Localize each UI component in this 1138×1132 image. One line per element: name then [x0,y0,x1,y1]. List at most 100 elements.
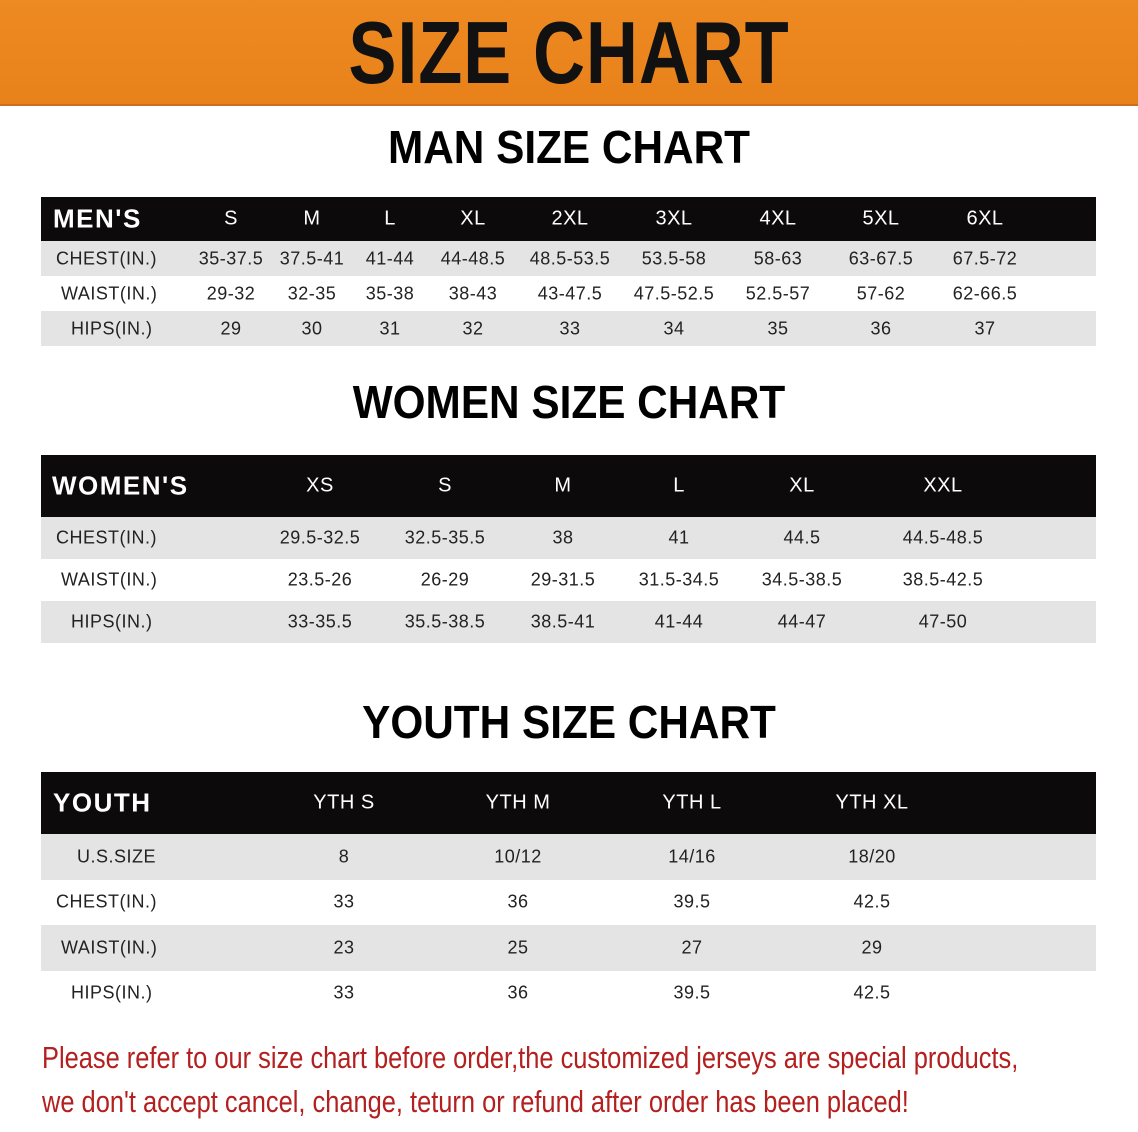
youth-size-table: YOUTH YTH S YTH M YTH L YTH XL U.S.SIZE 8 10/12… [41,772,1096,1016]
size-value: 35-37.5 [198,248,264,268]
size-header: XL [460,207,486,230]
measurement-label: CHEST(IN.) [56,248,157,268]
size-header: XL [789,474,815,497]
measurement-label: CHEST(IN.) [56,891,157,912]
size-value: 48.5-53.5 [529,248,611,268]
size-header: YTH XL [835,791,909,814]
measurement-label: WAIST(IN.) [61,283,158,303]
size-value: 31 [379,318,401,338]
size-value: 38 [552,527,574,548]
size-header: M [554,474,572,497]
table-row: CHEST(IN.) 29.5-32.5 32.5-35.5 38 41 44.5 44.5… [41,517,1096,559]
size-value: 31.5-34.5 [638,569,720,590]
measurement-label: WAIST(IN.) [61,937,158,958]
size-value: 47.5-52.5 [633,283,715,303]
size-value: 58-63 [753,248,803,268]
order-notice-line-1: Please refer to our size chart before or… [42,1040,1019,1075]
size-value: 29 [220,318,242,338]
banner: SIZE CHART [0,0,1138,106]
men-header-label: MEN'S [53,203,142,234]
size-value: 14/16 [668,846,716,867]
size-value: 63-67.5 [848,248,914,268]
size-value: 33 [559,318,581,338]
banner-title: SIZE CHART [348,3,790,102]
size-value: 41 [668,527,690,548]
size-header: L [673,474,685,497]
size-value: 29-32 [206,283,256,303]
table-row: HIPS(IN.) 33 36 39.5 42.5 [41,970,1096,1016]
size-value: 67.5-72 [952,248,1018,268]
size-header: L [384,207,396,230]
size-value: 33 [333,891,355,912]
measurement-label: HIPS(IN.) [71,318,153,338]
size-value: 39.5 [673,982,711,1003]
size-value: 38.5-42.5 [902,569,984,590]
size-value: 43-47.5 [537,283,603,303]
size-value: 53.5-58 [641,248,707,268]
size-value: 44.5 [783,527,821,548]
youth-section-title: YOUTH SIZE CHART [362,696,776,748]
youth-header-label: YOUTH [53,787,152,818]
size-value: 44.5-48.5 [902,527,984,548]
women-header-label: WOMEN'S [52,470,189,501]
size-header: S [224,207,238,230]
size-value: 34 [663,318,685,338]
size-value: 32 [462,318,484,338]
size-value: 38-43 [448,283,498,303]
size-value: 35 [767,318,789,338]
size-header: 5XL [862,207,900,230]
size-value: 29-31.5 [530,569,596,590]
size-value: 44-47 [777,611,827,632]
order-notice: Please refer to our size chart before or… [42,1036,1108,1124]
table-row: HIPS(IN.) 33-35.5 35.5-38.5 38.5-41 41-44 44-… [41,601,1096,643]
size-value: 57-62 [856,283,906,303]
size-header: M [303,207,321,230]
size-value: 23 [333,937,355,958]
men-section-title: MAN SIZE CHART [387,121,751,173]
men-header-row: MEN'S S M L XL 2XL 3XL 4XL 5XL 6XL [41,197,1096,241]
size-value: 37 [974,318,996,338]
table-row: HIPS(IN.) 29 30 31 32 33 34 35 36 37 [41,311,1096,346]
women-section-title: WOMEN SIZE CHART [352,376,786,428]
size-value: 62-66.5 [952,283,1018,303]
size-value: 33 [333,982,355,1003]
table-row: WAIST(IN.) 23.5-26 26-29 29-31.5 31.5-34.5 34… [41,559,1096,601]
size-header: YTH S [313,791,375,814]
size-header: 6XL [966,207,1004,230]
size-value: 41-44 [365,248,415,268]
women-size-table: WOMEN'S XS S M L XL XXL CHEST(IN.) 29.5-32.5 32.5… [41,455,1096,643]
size-header: 4XL [759,207,797,230]
size-header: XS [306,474,334,497]
size-value: 39.5 [673,891,711,912]
size-value: 35-38 [365,283,415,303]
table-row: CHEST(IN.) 33 36 39.5 42.5 [41,879,1096,925]
size-value: 44-48.5 [440,248,506,268]
size-value: 36 [507,982,529,1003]
size-value: 32.5-35.5 [404,527,486,548]
youth-header-row: YOUTH YTH S YTH M YTH L YTH XL [41,772,1096,834]
measurement-label: HIPS(IN.) [71,611,153,632]
measurement-label: U.S.SIZE [77,846,157,867]
size-value: 32-35 [287,283,337,303]
size-value: 25 [507,937,529,958]
size-value: 42.5 [853,982,891,1003]
size-value: 36 [870,318,892,338]
table-row: U.S.SIZE 8 10/12 14/16 18/20 [41,834,1096,880]
size-value: 42.5 [853,891,891,912]
size-header: S [438,474,452,497]
size-value: 8 [338,846,350,867]
women-header-row: WOMEN'S XS S M L XL XXL [41,455,1096,517]
size-value: 35.5-38.5 [404,611,486,632]
measurement-label: HIPS(IN.) [71,982,153,1003]
table-row: WAIST(IN.) 23 25 27 29 [41,925,1096,971]
size-value: 10/12 [494,846,542,867]
size-header: 2XL [551,207,589,230]
measurement-label: WAIST(IN.) [61,569,158,590]
size-value: 38.5-41 [530,611,596,632]
size-header: 3XL [655,207,693,230]
size-value: 18/20 [848,846,896,867]
size-value: 47-50 [918,611,968,632]
size-value: 27 [681,937,703,958]
order-notice-line-2: we don't accept cancel, change, teturn o… [42,1084,909,1119]
measurement-label: CHEST(IN.) [56,527,157,548]
